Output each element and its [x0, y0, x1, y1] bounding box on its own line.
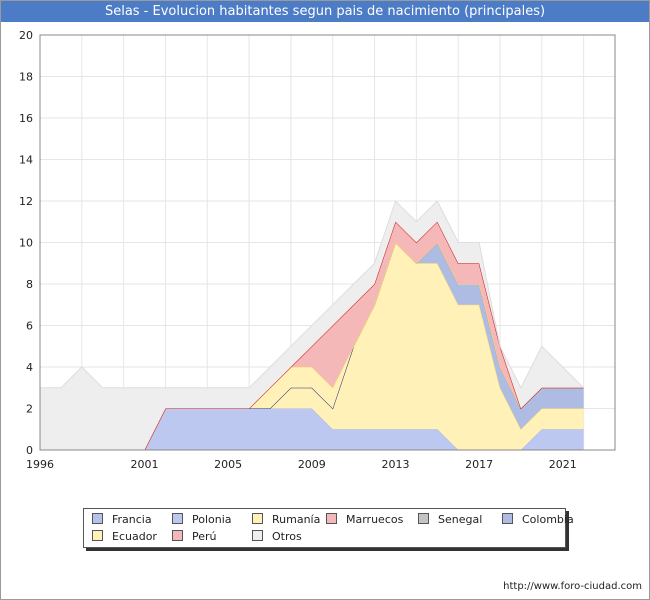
y-tick-label: 16: [19, 112, 33, 125]
x-tick-label: 2001: [131, 458, 159, 471]
chart-title: Selas - Evolucion habitantes segun pais …: [1, 1, 649, 22]
y-tick-label: 18: [19, 71, 33, 84]
y-axis: 0 2 4 6 8 10 12 14 16 18 20: [19, 29, 33, 457]
area-line-otros: [40, 200, 584, 389]
legend-item: Polonia: [172, 513, 232, 527]
legend-label: Colombia: [522, 513, 574, 526]
y-tick-label: 20: [19, 29, 33, 42]
x-tick-label: 2009: [298, 458, 326, 471]
y-tick-label: 12: [19, 195, 33, 208]
legend-item: Francia: [92, 513, 152, 527]
area-rumania: [40, 242, 584, 450]
legend-label: Francia: [112, 513, 152, 526]
y-tick-label: 4: [26, 361, 33, 374]
legend-item: Marruecos: [326, 513, 403, 527]
legend-item: Colombia: [502, 513, 574, 527]
legend-swatch: [502, 513, 513, 524]
legend-label: Rumanía: [272, 513, 321, 526]
source-footer: http://www.foro-ciudad.com: [503, 581, 642, 592]
legend: Francia Polonia Rumanía Marruecos Senegal Col…: [83, 508, 574, 548]
legend-swatch: [418, 513, 429, 524]
legend-label: Perú: [192, 530, 217, 543]
legend-label: Polonia: [192, 513, 232, 526]
plot-border: [39, 34, 616, 451]
legend-item: Otros: [252, 530, 302, 544]
legend-swatch: [92, 513, 103, 524]
y-tick-label: 8: [26, 278, 33, 291]
legend-label: Marruecos: [346, 513, 404, 526]
x-tick-label: 2005: [214, 458, 242, 471]
legend-swatch: [172, 530, 183, 541]
legend-label: Ecuador: [112, 530, 157, 543]
legend-item: Senegal: [418, 513, 482, 527]
legend-swatch: [326, 513, 337, 524]
legend-label: Senegal: [438, 513, 483, 526]
legend-swatch: [252, 530, 263, 541]
legend-swatch: [92, 530, 103, 541]
y-tick-label: 0: [26, 444, 33, 457]
y-tick-label: 10: [19, 237, 33, 250]
legend-swatch: [172, 513, 183, 524]
legend-swatch: [252, 513, 263, 524]
x-tick-label: 2013: [381, 458, 409, 471]
y-tick-label: 2: [26, 403, 33, 416]
legend-item: Ecuador: [92, 530, 157, 544]
y-tick-label: 14: [19, 154, 33, 167]
legend-item: Perú: [172, 530, 217, 544]
y-tick-label: 6: [26, 320, 33, 333]
x-tick-label: 2021: [549, 458, 577, 471]
legend-item: Rumanía: [252, 513, 320, 527]
x-tick-label: 2017: [465, 458, 493, 471]
x-tick-label: 1996: [26, 458, 54, 471]
legend-label: Otros: [272, 530, 302, 543]
x-axis: 1996 2001 2005 2009 2013 2017 2021: [26, 458, 577, 471]
